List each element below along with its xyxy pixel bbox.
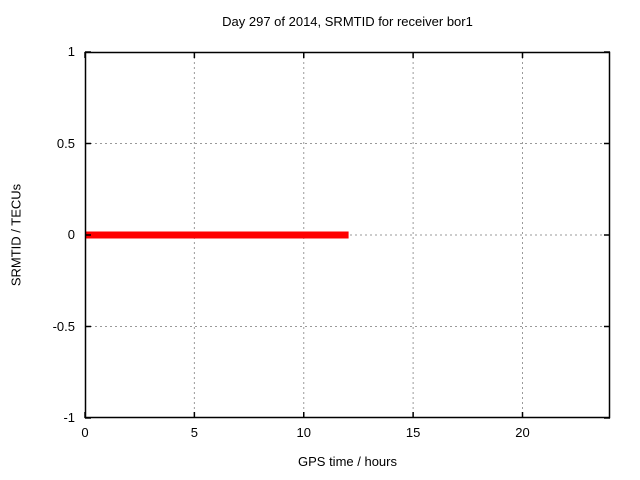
chart-title: Day 297 of 2014, SRMTID for receiver bor…	[222, 14, 473, 29]
x-tick-label: 15	[405, 425, 421, 440]
x-tick-label: 20	[515, 425, 530, 440]
y-tick-label: 0.5	[56, 135, 75, 151]
y-tick-label: 0	[67, 227, 75, 242]
x-axis-label: GPS time / hours	[298, 454, 397, 469]
y-axis-label: SRMTID / TECUs	[8, 183, 24, 287]
y-tick-label: -1	[63, 410, 75, 425]
y-tick-label: -0.5	[52, 318, 75, 334]
y-tick-label: 1	[67, 44, 75, 59]
x-tick-label: 0	[81, 425, 89, 440]
x-tick-label: 5	[190, 425, 198, 440]
x-tick-label: 10	[296, 425, 311, 440]
